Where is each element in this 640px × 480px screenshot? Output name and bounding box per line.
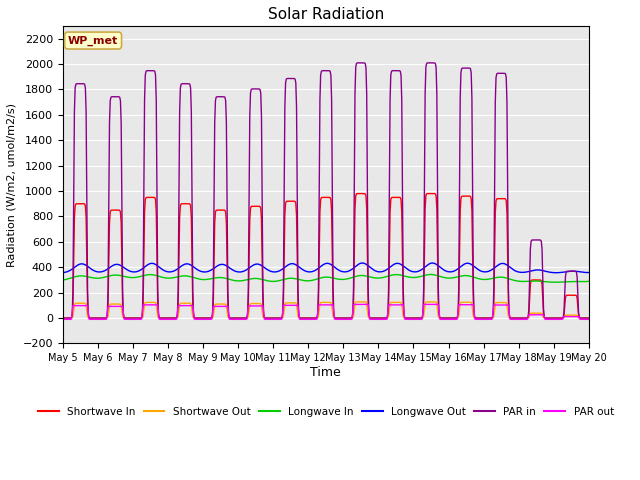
X-axis label: Time: Time: [310, 366, 341, 379]
Title: Solar Radiation: Solar Radiation: [268, 7, 384, 22]
Text: WP_met: WP_met: [68, 36, 118, 46]
Y-axis label: Radiation (W/m2, umol/m2/s): Radiation (W/m2, umol/m2/s): [7, 103, 17, 267]
Legend: Shortwave In, Shortwave Out, Longwave In, Longwave Out, PAR in, PAR out: Shortwave In, Shortwave Out, Longwave In…: [33, 403, 618, 421]
